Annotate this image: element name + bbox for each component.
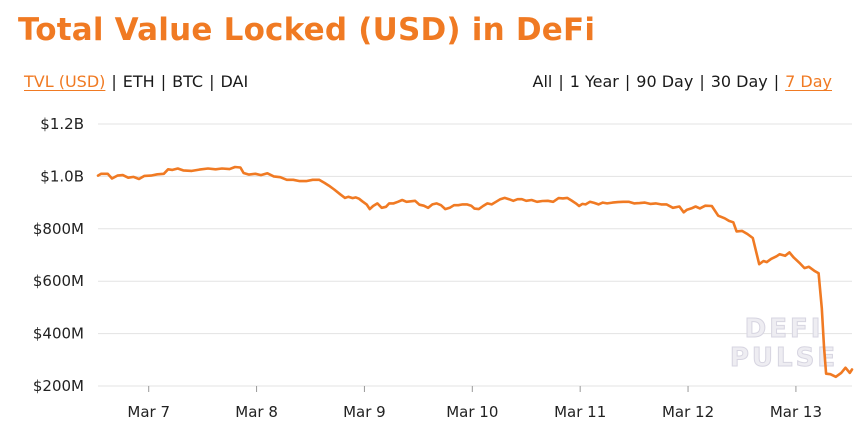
metric-option-eth[interactable]: ETH xyxy=(122,72,155,91)
range-selector: All | 1 Year | 90 Day | 30 Day | 7 Day xyxy=(533,72,833,91)
separator: | xyxy=(773,72,780,91)
x-tick-label: Mar 7 xyxy=(127,403,170,421)
separator: | xyxy=(209,72,215,91)
metric-selector: TVL (USD) | ETH | BTC | DAI xyxy=(24,72,248,91)
x-tick-label: Mar 10 xyxy=(446,403,498,421)
metric-option-btc[interactable]: BTC xyxy=(172,72,204,91)
y-tick-label: $200M xyxy=(33,377,84,395)
watermark-line2: PULSE xyxy=(730,343,838,373)
x-tick-label: Mar 8 xyxy=(235,403,278,421)
defi-pulse-watermark: DEFI PULSE xyxy=(729,314,838,374)
separator: | xyxy=(624,72,631,91)
range-option-7-day[interactable]: 7 Day xyxy=(785,72,832,91)
range-option-90-day[interactable]: 90 Day xyxy=(636,72,694,91)
range-option-all[interactable]: All xyxy=(532,72,553,91)
y-tick-label: $600M xyxy=(33,272,84,290)
x-tick-label: Mar 13 xyxy=(770,403,822,421)
separator: | xyxy=(558,72,564,91)
separator: | xyxy=(699,72,705,91)
watermark-line1: DEFI xyxy=(745,314,824,344)
y-tick-label: $1.2B xyxy=(40,115,84,133)
tvl-series-line xyxy=(96,165,854,379)
chart-title: Total Value Locked (USD) in DeFi xyxy=(18,12,596,48)
separator: | xyxy=(160,72,167,91)
gridlines xyxy=(98,123,852,387)
y-tick-label: $800M xyxy=(33,220,84,238)
metric-option-dai[interactable]: DAI xyxy=(220,72,249,91)
range-option-30-day[interactable]: 30 Day xyxy=(710,72,768,91)
series-layer xyxy=(96,165,854,379)
metric-option-tvl-usd[interactable]: TVL (USD) xyxy=(24,72,106,91)
y-tick-label: $400M xyxy=(33,325,84,343)
x-tick-label: Mar 11 xyxy=(554,403,606,421)
axes: $200M $400M $600M $800M $1.0B $1.2B Mar 7 Mar 8… xyxy=(33,115,822,421)
y-tick-label: $1.0B xyxy=(40,167,84,185)
x-tick-label: Mar 12 xyxy=(662,403,714,421)
separator: | xyxy=(111,72,117,91)
x-tick-label: Mar 9 xyxy=(343,403,386,421)
range-option-1-year[interactable]: 1 Year xyxy=(569,72,619,91)
